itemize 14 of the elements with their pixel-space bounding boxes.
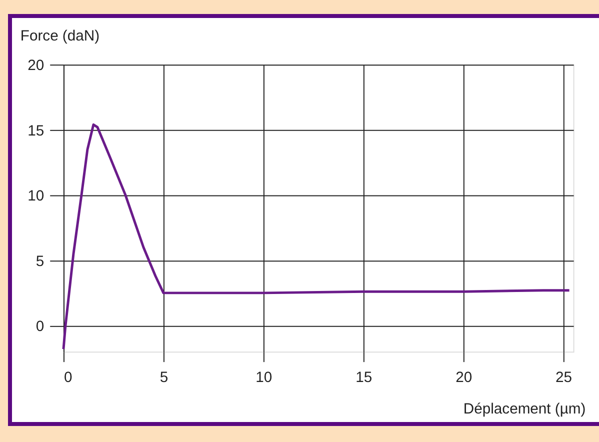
x-tick-label: 10 (256, 370, 272, 386)
line-series (62, 123, 571, 350)
x-tick-label: 20 (456, 370, 472, 386)
y-tick-label: 5 (36, 254, 44, 270)
y-tick-label: 20 (28, 58, 44, 74)
x-tick-label: 25 (556, 370, 572, 386)
y-axis-title: Force (daN) (20, 28, 100, 44)
y-tick-label: 15 (28, 123, 44, 140)
y-tick-label: 0 (36, 319, 44, 336)
x-tick-label: 0 (64, 370, 72, 386)
y-tick-label: 10 (28, 188, 44, 205)
x-axis-title: Déplacement (µm) (463, 402, 586, 418)
x-tick-label: 5 (160, 370, 168, 386)
x-tick-label: 15 (356, 370, 372, 386)
